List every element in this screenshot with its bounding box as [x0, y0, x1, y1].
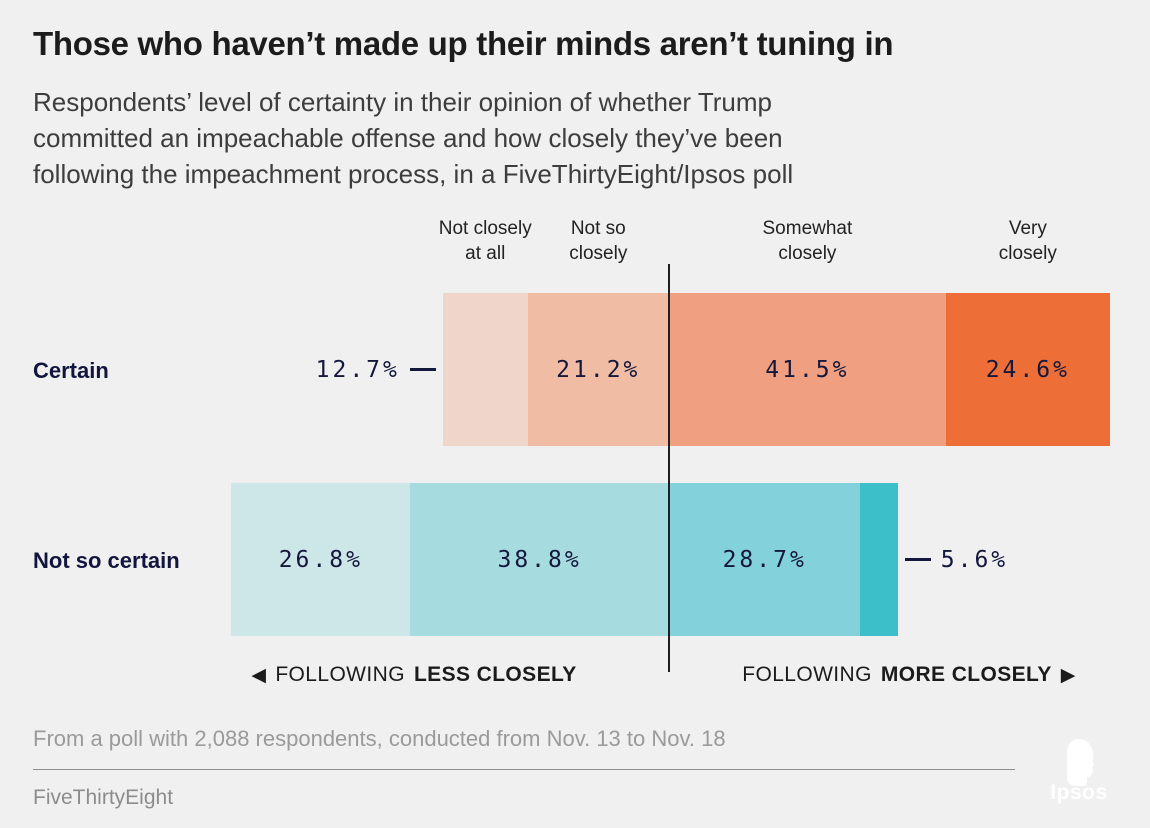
segment-value-label-outside: 12.7% [316, 293, 436, 446]
segment-value: 28.7% [722, 546, 807, 573]
bar-segment: 38.8% [410, 483, 669, 636]
column-header: Not closely at all [438, 218, 532, 264]
column-header: Somewhat closely [762, 218, 853, 264]
leader-line [409, 368, 436, 371]
direction-prefix: FOLLOWING [742, 663, 872, 686]
ipsos-face-icon [1066, 739, 1094, 786]
left-arrow-icon: ◀ [251, 664, 267, 686]
bar-segment [860, 483, 898, 636]
bar-segment: 21.2% [527, 293, 669, 446]
footer-divider [33, 769, 1015, 770]
segment-value-label-outside: 5.6% [904, 483, 1009, 636]
segment-value: 24.6% [985, 356, 1070, 383]
ipsos-logo-label: Ipsos [1050, 781, 1108, 804]
chart-title: Those who haven’t made up their minds ar… [33, 25, 894, 62]
segment-value: 12.7% [315, 356, 400, 383]
bar-segment: 26.8% [231, 483, 411, 636]
direction-emphasis: MORE CLOSELY [880, 663, 1052, 686]
leader-line [904, 558, 931, 561]
ipsos-logo: Ipsos [1037, 733, 1121, 810]
column-header: Very closely [998, 218, 1057, 264]
segment-value: 5.6% [940, 546, 1009, 573]
center-divider-line [668, 264, 670, 672]
column-header: Not so closely [569, 218, 628, 264]
segment-value: 26.8% [278, 546, 363, 573]
bar-segment: 41.5% [669, 293, 946, 446]
direction-prefix: FOLLOWING [275, 663, 405, 686]
source-label: FiveThirtyEight [33, 786, 174, 809]
bar-segment: 28.7% [669, 483, 861, 636]
right-arrow-icon: ▶ [1060, 664, 1076, 686]
bar-segment: 24.6% [945, 293, 1110, 446]
chart-subtitle: Respondents’ level of certainty in their… [33, 87, 794, 189]
segment-value: 41.5% [765, 356, 850, 383]
direction-label-more-closely: FOLLOWING MORE CLOSELY ▶ [742, 663, 1076, 687]
segment-value: 21.2% [556, 356, 641, 383]
segment-value: 38.8% [497, 546, 582, 573]
direction-emphasis: LESS CLOSELY [413, 663, 577, 686]
row-label-not-so-certain: Not so certain [33, 548, 180, 573]
row-label-certain: Certain [33, 358, 109, 383]
footnote: From a poll with 2,088 respondents, cond… [33, 726, 726, 751]
direction-label-less-closely: ◀ FOLLOWING LESS CLOSELY [251, 663, 576, 687]
bar-segment [442, 293, 528, 446]
